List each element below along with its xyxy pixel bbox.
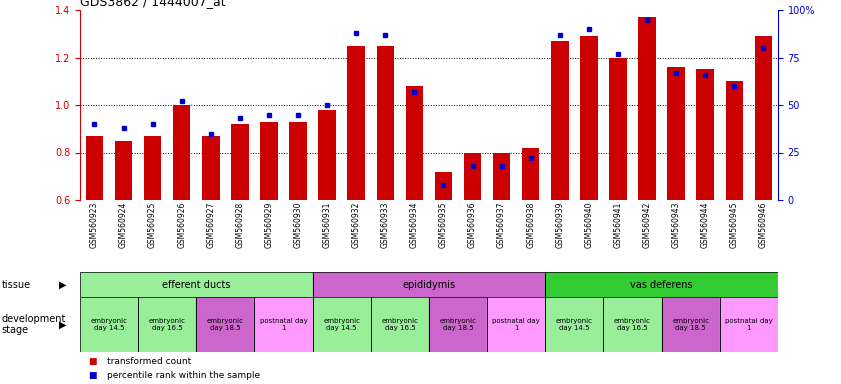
Bar (196, 297, 254, 352)
Bar (545, 297, 603, 352)
Text: embryonic
day 18.5: embryonic day 18.5 (207, 318, 244, 331)
Bar (668, 67, 685, 200)
Bar (319, 110, 336, 200)
Bar (487, 297, 545, 352)
Bar (313, 272, 545, 297)
Bar (603, 297, 662, 352)
Bar (545, 272, 778, 297)
Text: embryonic
day 16.5: embryonic day 16.5 (149, 318, 186, 331)
Bar (254, 297, 313, 352)
Bar (522, 148, 539, 200)
Text: postnatal day
1: postnatal day 1 (260, 318, 307, 331)
Bar (493, 152, 510, 200)
Bar (720, 297, 778, 352)
Bar (202, 136, 220, 200)
Text: ▶: ▶ (60, 280, 66, 290)
Bar (545, 297, 603, 352)
Bar (435, 172, 452, 200)
Bar (551, 41, 569, 200)
Bar (196, 297, 254, 352)
Text: vas deferens: vas deferens (630, 280, 693, 290)
Bar (173, 105, 190, 200)
Bar (260, 122, 278, 200)
Bar (580, 36, 598, 200)
Text: embryonic
day 18.5: embryonic day 18.5 (672, 318, 709, 331)
Bar (347, 46, 365, 200)
Bar (313, 297, 371, 352)
Bar (86, 136, 103, 200)
Bar (696, 70, 714, 200)
Bar (609, 58, 627, 200)
Bar (464, 152, 481, 200)
Bar (429, 297, 487, 352)
Bar (80, 297, 138, 352)
Text: postnatal day
1: postnatal day 1 (492, 318, 540, 331)
Bar (371, 297, 429, 352)
Text: epididymis: epididymis (402, 280, 456, 290)
Bar (487, 297, 545, 352)
Bar (80, 272, 313, 297)
Text: GDS3862 / 1444007_at: GDS3862 / 1444007_at (80, 0, 225, 8)
Text: efferent ducts: efferent ducts (162, 280, 230, 290)
Bar (662, 297, 720, 352)
Bar (289, 122, 307, 200)
Bar (405, 86, 423, 200)
Text: embryonic
day 14.5: embryonic day 14.5 (91, 318, 128, 331)
Bar (231, 124, 249, 200)
Text: development
stage: development stage (2, 314, 66, 335)
Text: ■: ■ (88, 357, 97, 366)
Bar (80, 272, 313, 297)
Bar (313, 272, 545, 297)
Bar (371, 297, 429, 352)
Bar (138, 297, 196, 352)
Bar (144, 136, 161, 200)
Bar (429, 297, 487, 352)
Bar (377, 46, 394, 200)
Text: tissue: tissue (2, 280, 31, 290)
Bar (138, 297, 196, 352)
Text: embryonic
day 14.5: embryonic day 14.5 (556, 318, 593, 331)
Bar (313, 297, 371, 352)
Bar (754, 36, 772, 200)
Bar (254, 297, 313, 352)
Text: percentile rank within the sample: percentile rank within the sample (107, 371, 260, 380)
Text: ▶: ▶ (60, 319, 66, 329)
Bar (638, 17, 656, 200)
Bar (114, 141, 132, 200)
Text: postnatal day
1: postnatal day 1 (725, 318, 773, 331)
Text: embryonic
day 14.5: embryonic day 14.5 (323, 318, 360, 331)
Text: embryonic
day 16.5: embryonic day 16.5 (614, 318, 651, 331)
Text: embryonic
day 16.5: embryonic day 16.5 (381, 318, 418, 331)
Bar (662, 297, 720, 352)
Bar (726, 81, 743, 200)
Bar (603, 297, 662, 352)
Bar (720, 297, 778, 352)
Bar (80, 297, 138, 352)
Text: ■: ■ (88, 371, 97, 380)
Text: embryonic
day 18.5: embryonic day 18.5 (440, 318, 477, 331)
Bar (545, 272, 778, 297)
Text: transformed count: transformed count (107, 357, 191, 366)
